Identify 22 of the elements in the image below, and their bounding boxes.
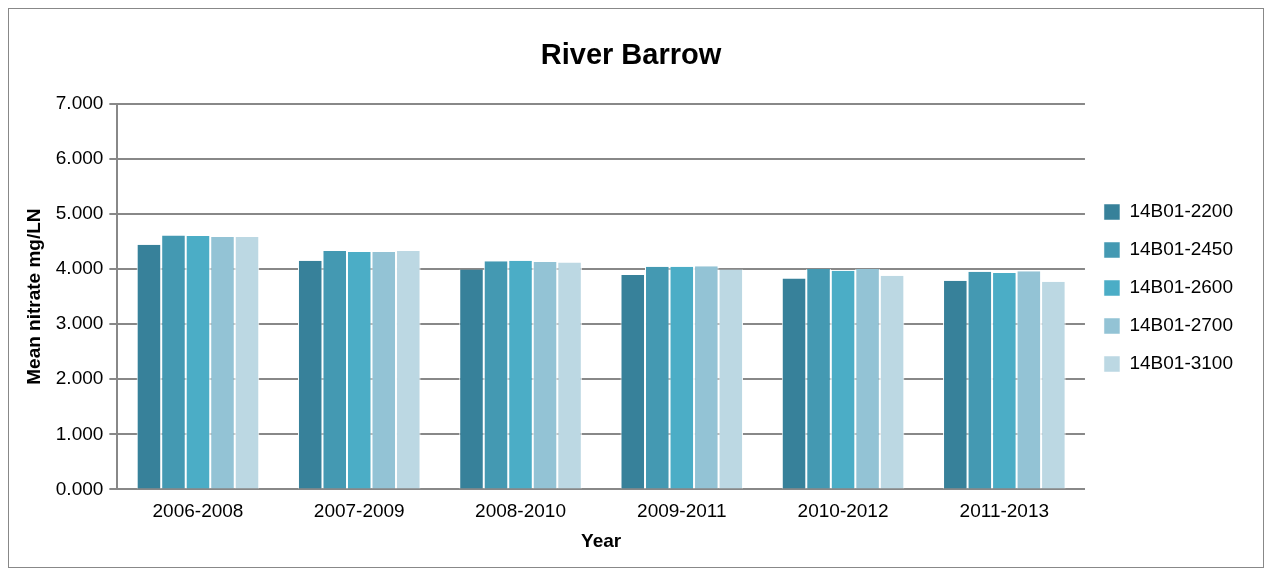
y-tick-label: 2.000 — [55, 367, 104, 389]
x-axis-title: Year — [581, 529, 622, 551]
chart-title: River Barrow — [540, 38, 722, 71]
x-tick-label: 2008-2010 — [475, 500, 566, 522]
x-tick-label: 2011-2013 — [959, 500, 1050, 522]
y-tick-label: 5.000 — [55, 202, 104, 224]
legend-label: 14B01-2700 — [1129, 314, 1234, 336]
x-tick-label: 2007-2009 — [313, 500, 405, 522]
y-tick-label: 4.000 — [55, 257, 104, 279]
y-tick-label: 6.000 — [55, 147, 104, 169]
y-tick-label: 0.000 — [55, 477, 104, 499]
legend-label: 14B01-2200 — [1129, 200, 1234, 222]
x-tick-label: 2006-2008 — [152, 500, 244, 522]
x-tick-label: 2009-2011 — [637, 500, 727, 522]
legend-label: 14B01-3100 — [1129, 352, 1234, 374]
y-tick-label: 7.000 — [55, 92, 104, 114]
legend-label: 14B01-2450 — [1129, 238, 1234, 260]
y-axis-title: Mean nitrate mg/LN — [22, 208, 44, 385]
y-tick-label: 3.000 — [55, 312, 104, 334]
x-tick-label: 2010-2012 — [797, 500, 889, 522]
y-tick-label: 1.000 — [55, 422, 104, 444]
legend-label: 14B01-2600 — [1129, 276, 1234, 298]
